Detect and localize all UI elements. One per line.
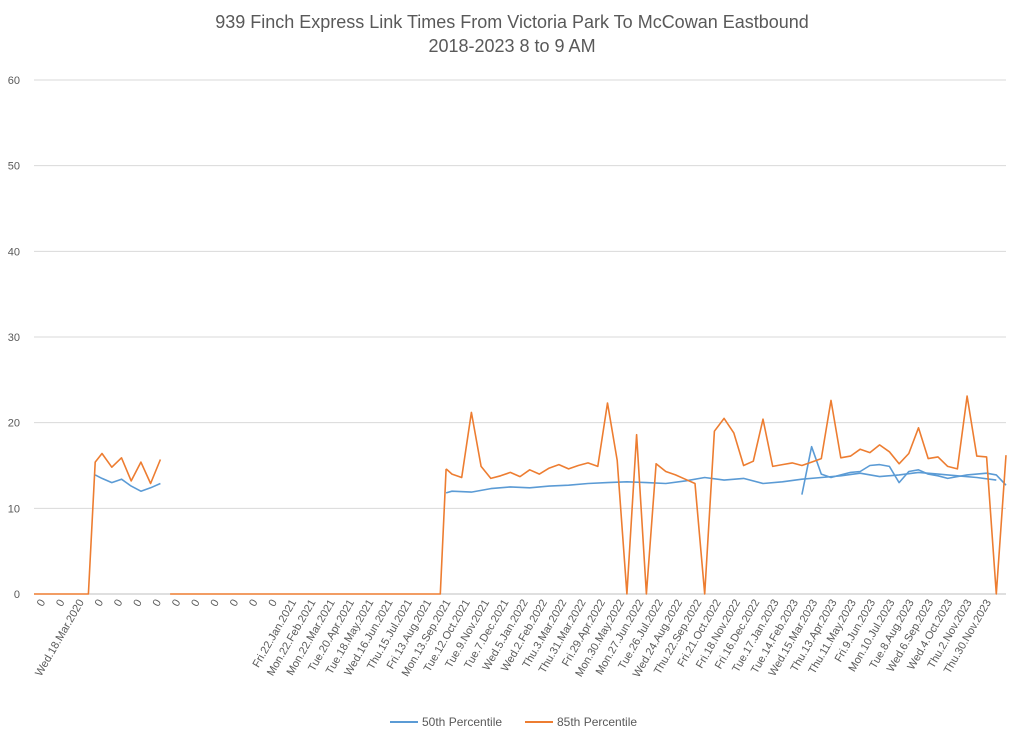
x-tick-label: 0 [93,598,106,609]
y-axis-tick-labels: 0 10 20 30 40 50 60 [8,75,20,601]
legend: 50th Percentile 85th Percentile [390,715,637,729]
gridlines [34,79,1006,595]
x-tick-label: 0 [228,598,241,609]
series-85th-percentile-line [170,468,447,595]
y-tick-label: 0 [14,589,20,601]
series-85th-percentile-line [34,452,162,595]
series-50th-percentile-line [94,474,161,493]
y-tick-label: 50 [8,161,20,173]
series-50th-percentile-line [445,471,997,494]
x-tick-label: 0 [112,598,125,609]
y-tick-label: 10 [8,503,20,515]
legend-item-50th-percentile-label: 50th Percentile [422,715,502,729]
series-85th-percentile-line [445,395,1007,595]
x-tick-label: 0 [54,598,67,609]
series-50th-percentile-line [801,445,1007,495]
x-tick-label: 0 [131,598,144,609]
x-tick-label: 0 [266,598,279,609]
x-tick-label: 0 [189,598,202,609]
x-tick-label: 0 [209,598,222,609]
x-tick-label: 0 [151,598,164,609]
x-tick-label: Wed.18.Mar.2020 [33,598,87,679]
legend-item-85th-percentile-label: 85th Percentile [557,715,637,729]
chart-title-line-1: 939 Finch Express Link Times From Victor… [215,12,809,32]
x-tick-label: 0 [247,598,260,609]
y-tick-label: 60 [8,75,20,87]
chart-title: 939 Finch Express Link Times From Victor… [0,10,1024,58]
y-tick-label: 40 [8,246,20,258]
y-tick-label: 30 [8,332,20,344]
x-tick-label: 0 [170,598,183,609]
x-tick-label: 0 [35,598,48,609]
series-lines [34,395,1007,595]
y-tick-label: 20 [8,418,20,430]
chart-subtitle: 2018-2023 8 to 9 AM [428,36,596,56]
